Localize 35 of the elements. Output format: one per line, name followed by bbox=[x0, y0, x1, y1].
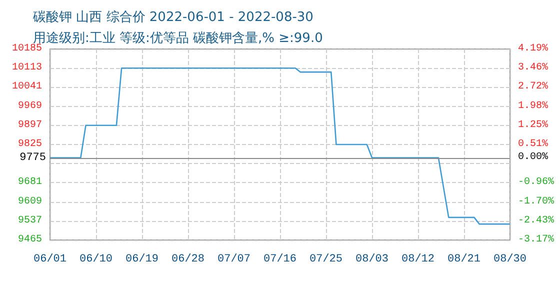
y-tick-label: 9969 bbox=[18, 100, 42, 112]
chart-title: 碳酸钾 山西 综合价 2022-06-01 - 2022-08-30 bbox=[32, 10, 314, 25]
line-series bbox=[49, 67, 511, 225]
y-tick-label: 9825 bbox=[18, 139, 42, 150]
y2-tick-label: -3.17% bbox=[518, 234, 554, 246]
x-tick-label: 07/16 bbox=[263, 254, 297, 266]
x-tick-label: 08/30 bbox=[493, 254, 527, 266]
x-tick-label: 06/01 bbox=[33, 254, 67, 266]
x-tick-label: 06/19 bbox=[125, 254, 159, 266]
x-tick-label: 06/10 bbox=[79, 254, 113, 266]
y2-tick-label: 1.98% bbox=[518, 100, 548, 112]
y-tick-label: 10113 bbox=[12, 62, 42, 74]
y2-tick-label: 3.46% bbox=[518, 62, 548, 74]
x-tick-label: 08/03 bbox=[355, 254, 389, 266]
x-tick-label: 07/07 bbox=[217, 254, 251, 266]
y2-tick-label: 1.25% bbox=[518, 120, 548, 131]
y2-tick-label: 4.19% bbox=[518, 44, 548, 54]
y-tick-label: 9537 bbox=[18, 215, 42, 226]
y-tick-label: 9897 bbox=[18, 120, 42, 131]
x-tick-label: 08/21 bbox=[447, 254, 481, 266]
y2-tick-label: -0.96% bbox=[518, 177, 554, 188]
y2-tick-label: 0.00% bbox=[518, 152, 548, 164]
y-tick-label: 9609 bbox=[18, 196, 42, 208]
ref-line-label: 9775 bbox=[20, 152, 46, 164]
y-tick-label: 10185 bbox=[12, 44, 42, 54]
y-tick-label: 9465 bbox=[18, 234, 42, 246]
y2-tick-label: -2.43% bbox=[518, 215, 554, 226]
y2-tick-label: 2.72% bbox=[518, 82, 548, 93]
y-tick-label: 9681 bbox=[18, 177, 42, 188]
y2-tick-label: 0.51% bbox=[518, 139, 548, 150]
x-tick-label: 06/28 bbox=[171, 254, 205, 266]
x-tick-label: 08/12 bbox=[401, 254, 435, 266]
x-tick-label: 07/25 bbox=[309, 254, 343, 266]
y-tick-label: 10041 bbox=[12, 82, 42, 93]
y2-tick-label: -1.70% bbox=[518, 196, 554, 208]
